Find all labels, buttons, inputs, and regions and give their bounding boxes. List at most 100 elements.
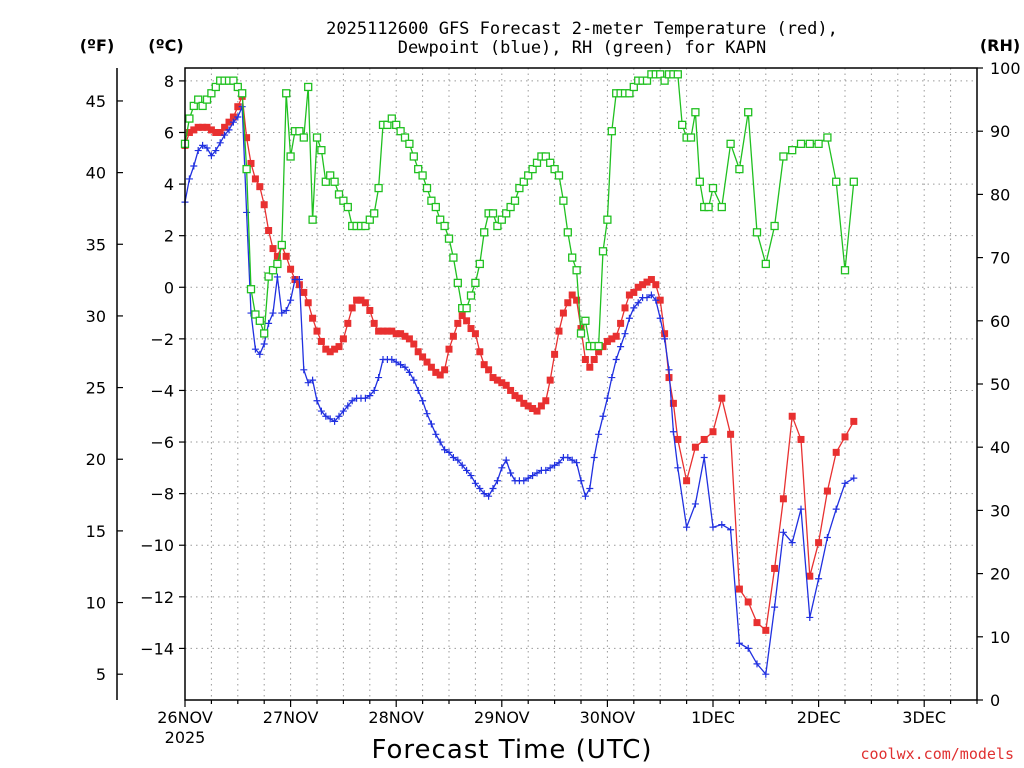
dewpoint-point <box>445 448 453 456</box>
x-tick-label: 28NOV <box>368 708 424 727</box>
rh-point <box>695 177 704 186</box>
rh-point <box>660 76 669 85</box>
temperature-point <box>599 343 607 351</box>
dewpoint-point <box>643 294 651 302</box>
dewpoint-point <box>485 492 493 500</box>
rh-point <box>370 209 379 218</box>
temperature-point <box>568 291 576 299</box>
dewpoint-point <box>454 456 462 464</box>
dewpoint-point <box>735 639 743 647</box>
rh-tick-label: 50 <box>990 375 1010 394</box>
rh-point <box>704 202 713 212</box>
rh-point <box>524 171 533 180</box>
rh-point <box>233 82 242 92</box>
dewpoint-point <box>441 446 449 454</box>
dewpoint-point <box>700 454 708 462</box>
rh-point <box>295 127 304 136</box>
dewpoint-point <box>568 456 576 464</box>
rh-point <box>246 285 256 294</box>
dewpoint-point <box>405 368 413 376</box>
temperature-point <box>753 619 761 627</box>
rh-point <box>255 316 264 325</box>
temperature-point <box>595 348 603 356</box>
rh-point <box>717 202 726 212</box>
dewpoint-point <box>788 539 796 547</box>
rh-point <box>418 171 427 180</box>
dewpoint-point <box>603 394 611 402</box>
rh-point <box>788 146 797 155</box>
dewpoint-point <box>691 500 699 508</box>
temperature-point <box>590 355 598 363</box>
rh-header: (RH) <box>980 36 1020 55</box>
temperature-point <box>300 288 308 296</box>
temperature-point <box>718 394 726 402</box>
dewpoint-point <box>850 474 858 482</box>
rh-point <box>282 89 291 98</box>
rh-point <box>422 183 432 193</box>
rh-point <box>796 139 806 148</box>
dewpoint-point <box>841 479 849 487</box>
celsius-tick-label: 4 <box>164 175 174 194</box>
fahrenheit-tick-label: 20 <box>86 450 106 469</box>
temperature-point <box>617 319 625 327</box>
dewpoint-point <box>401 363 409 371</box>
dewpoint-point <box>361 394 369 402</box>
rh-point <box>493 221 502 231</box>
dewpoint-point <box>507 469 515 477</box>
dewpoint-point <box>674 464 682 472</box>
dewpoint-point <box>287 296 295 304</box>
dewpoint-point <box>779 528 787 536</box>
dewpoint-point <box>463 466 471 474</box>
temperature-point <box>344 319 352 327</box>
temperature-point <box>779 495 787 503</box>
rh-point <box>515 183 524 193</box>
temperature-point <box>379 327 387 335</box>
temperature-point <box>335 343 343 351</box>
temperature-point <box>322 345 330 353</box>
temperature-point <box>520 399 528 407</box>
temperature-point <box>537 402 545 410</box>
dewpoint-point <box>194 147 202 155</box>
temperature-point <box>383 327 391 335</box>
dewpoint-point <box>375 374 383 382</box>
celsius-tick-label: −2 <box>150 330 174 349</box>
temperature-point <box>634 283 642 291</box>
dewpoint-point <box>573 459 581 467</box>
rh-point <box>563 228 572 237</box>
series-open-square <box>180 70 858 351</box>
temperature-point <box>207 126 215 134</box>
rh-point <box>321 177 330 186</box>
temperature-point <box>388 327 396 335</box>
dewpoint-point <box>436 438 444 446</box>
rh-point <box>554 171 564 180</box>
rh-point <box>475 259 484 269</box>
dewpoint-point <box>595 430 603 438</box>
dewpoint-point <box>797 505 805 513</box>
temperature-point <box>515 394 523 402</box>
dewpoint-point <box>199 141 207 149</box>
temperature-point <box>771 564 779 572</box>
x-tick-label: 2DEC <box>797 708 841 727</box>
rh-point <box>440 221 449 231</box>
temperature-point <box>243 134 251 142</box>
rh-point <box>541 152 550 161</box>
temperature-point <box>652 281 660 289</box>
temperature-point <box>700 435 708 443</box>
temperature-point <box>212 128 220 136</box>
temperature-point <box>260 201 268 209</box>
temperature-point <box>410 340 418 348</box>
rh-point <box>462 304 471 313</box>
fahrenheit-tick-label: 15 <box>86 522 106 541</box>
celsius-tick-label: −12 <box>140 588 174 607</box>
temperature-point <box>489 374 497 382</box>
rh-point <box>761 259 770 269</box>
dewpoint-point <box>533 469 541 477</box>
temperature-point <box>331 345 339 353</box>
rh-point <box>840 266 850 275</box>
temperature-point <box>375 327 383 335</box>
dewpoint-point <box>344 402 352 410</box>
temperature-point <box>612 332 620 340</box>
rh-point <box>823 133 832 142</box>
temperature-point <box>551 350 559 358</box>
